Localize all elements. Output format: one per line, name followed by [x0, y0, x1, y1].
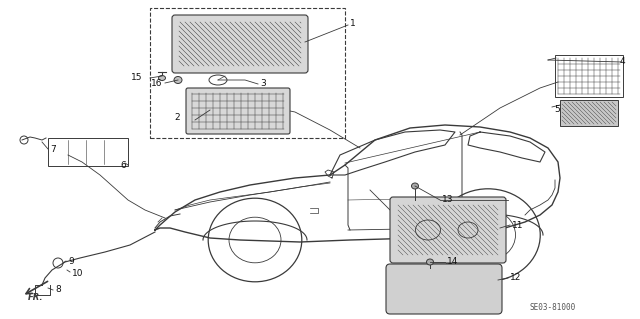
Bar [555, 55, 623, 97]
Text: 13: 13 [442, 196, 454, 204]
Text: 15: 15 [131, 72, 142, 81]
Text: 16: 16 [150, 78, 162, 87]
Text: 5: 5 [554, 106, 560, 115]
FancyBboxPatch shape [186, 88, 290, 134]
Text: 7: 7 [50, 145, 56, 154]
Text: 11: 11 [512, 220, 524, 229]
FancyBboxPatch shape [172, 15, 308, 73]
Text: 14: 14 [447, 257, 458, 266]
Text: 8: 8 [55, 286, 61, 294]
Ellipse shape [412, 183, 419, 189]
Text: 9: 9 [68, 257, 74, 266]
Text: 4: 4 [620, 57, 626, 66]
Ellipse shape [174, 77, 182, 84]
Bar [48, 138, 128, 166]
Text: 2: 2 [174, 114, 180, 122]
Text: FR.: FR. [28, 293, 44, 302]
Text: 10: 10 [72, 269, 83, 278]
Text: 3: 3 [260, 78, 266, 87]
Text: 1: 1 [350, 19, 356, 28]
Text: 12: 12 [510, 273, 522, 283]
Text: SE03-81000: SE03-81000 [530, 303, 576, 313]
Bar [150, 8, 345, 138]
Text: 6: 6 [120, 160, 125, 169]
FancyBboxPatch shape [386, 264, 502, 314]
Ellipse shape [426, 259, 433, 265]
FancyBboxPatch shape [390, 197, 506, 263]
Bar [560, 100, 618, 126]
Ellipse shape [159, 76, 166, 80]
